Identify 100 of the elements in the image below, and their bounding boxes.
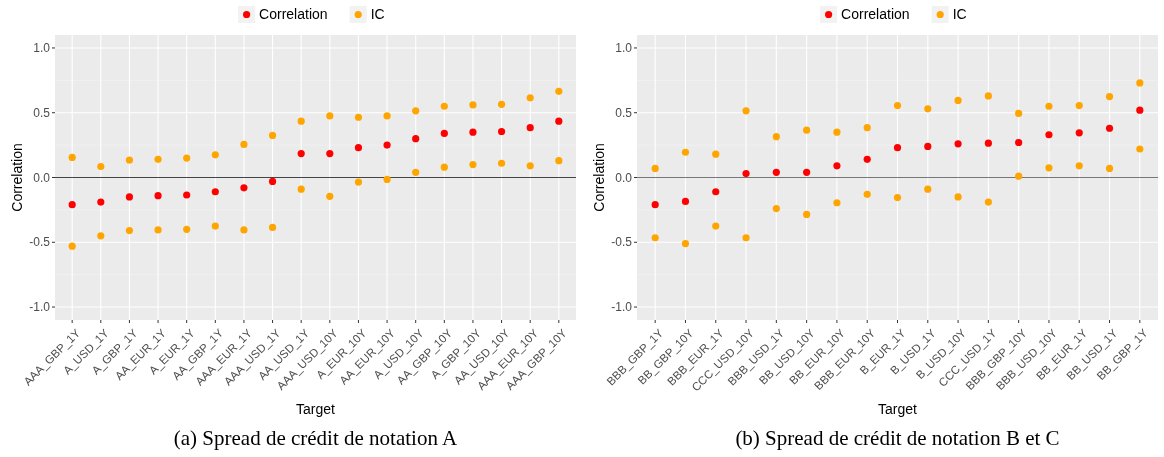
- point: [240, 184, 248, 192]
- point: [712, 150, 720, 158]
- point: [681, 148, 690, 156]
- point: [326, 149, 334, 158]
- point: [742, 107, 750, 115]
- point: [469, 160, 477, 169]
- point: [712, 222, 720, 230]
- point: [497, 100, 506, 108]
- legend-label: IC: [370, 6, 385, 23]
- point: [1075, 162, 1083, 170]
- point: [526, 162, 534, 170]
- legend-label: Correlation: [841, 6, 910, 23]
- point: [651, 201, 659, 209]
- point: [211, 151, 219, 159]
- x-axis-title: Target: [296, 401, 336, 417]
- point: [469, 128, 477, 136]
- point: [863, 155, 871, 163]
- point: [984, 92, 992, 100]
- point: [681, 197, 690, 206]
- point: [1015, 138, 1023, 147]
- point: [954, 96, 962, 105]
- point: [526, 94, 534, 102]
- point: [893, 193, 902, 202]
- point: [772, 168, 780, 176]
- point: [383, 141, 391, 149]
- point: [354, 178, 363, 186]
- point: [412, 168, 420, 176]
- point: [803, 126, 811, 134]
- point: [354, 113, 363, 121]
- point: [1015, 172, 1023, 180]
- point: [954, 193, 962, 201]
- point: [183, 191, 191, 199]
- text: (a) Spread de crédit de notation A: [173, 426, 459, 450]
- point: [984, 139, 992, 147]
- point: [555, 117, 563, 125]
- point: [297, 185, 305, 193]
- point: [497, 127, 506, 136]
- point: [440, 129, 448, 138]
- point: [440, 102, 448, 110]
- point: [297, 117, 305, 125]
- point: [954, 140, 962, 148]
- point: [526, 124, 534, 132]
- point: [651, 234, 659, 242]
- point: [712, 188, 720, 196]
- point: [440, 163, 448, 171]
- point: [68, 201, 76, 209]
- point: [833, 128, 841, 136]
- point: [125, 156, 134, 164]
- point: [893, 102, 902, 110]
- y-axis-title: Correlation: [591, 143, 607, 212]
- point: [803, 210, 811, 219]
- y-axis-title: Correlation: [9, 143, 25, 212]
- point: [893, 144, 902, 152]
- point: [412, 135, 420, 143]
- y-tick-label: 0.5: [33, 105, 51, 120]
- point: [125, 227, 134, 235]
- y-tick-label: -0.5: [611, 235, 633, 250]
- point: [833, 162, 841, 170]
- point: [651, 164, 659, 173]
- point: [1075, 102, 1083, 110]
- point: [1045, 102, 1053, 110]
- point: [268, 223, 277, 231]
- x-axis-title: Target: [878, 401, 918, 417]
- point: [97, 198, 105, 206]
- point: [211, 188, 219, 196]
- point: [681, 239, 690, 248]
- point: [97, 162, 105, 171]
- point: [326, 192, 334, 200]
- y-tick-label: 0.0: [615, 170, 633, 185]
- point: [863, 190, 871, 198]
- point: [97, 232, 105, 240]
- point: [183, 154, 191, 162]
- point: [1136, 106, 1144, 114]
- point: [68, 242, 76, 250]
- point: [297, 149, 305, 158]
- point: [497, 159, 506, 167]
- point: [1136, 145, 1144, 153]
- point: [183, 225, 191, 233]
- point: [240, 140, 248, 149]
- point: [803, 168, 811, 176]
- point: [154, 226, 162, 234]
- point: [383, 175, 391, 184]
- y-tick-label: 0.5: [615, 105, 633, 120]
- point: [1105, 92, 1114, 101]
- point: [412, 107, 420, 115]
- point: [125, 193, 134, 201]
- point: [924, 142, 932, 151]
- point: [1045, 131, 1053, 139]
- point: [1015, 109, 1023, 117]
- point: [469, 101, 477, 109]
- point: [1075, 129, 1083, 137]
- point: [240, 226, 248, 234]
- y-tick-label: 0.0: [33, 170, 51, 185]
- point: [1136, 79, 1144, 87]
- point: [154, 155, 162, 163]
- point: [268, 131, 277, 139]
- point: [354, 144, 363, 152]
- point: [211, 222, 219, 230]
- point: [1105, 164, 1114, 173]
- point: [154, 192, 162, 200]
